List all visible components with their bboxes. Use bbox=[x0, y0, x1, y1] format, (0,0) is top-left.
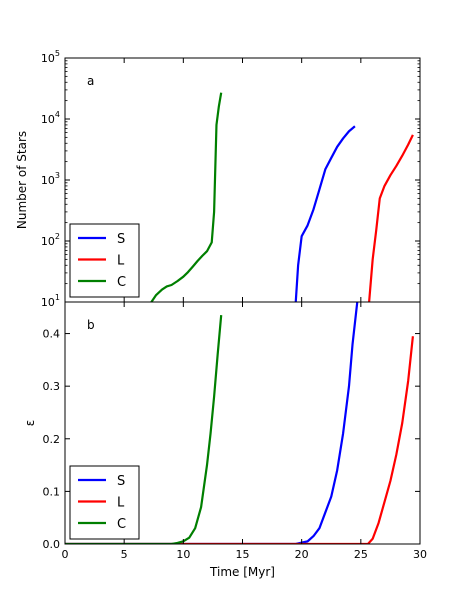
series-line-b-S bbox=[65, 302, 359, 544]
x-axis-label: Time [Myr] bbox=[209, 565, 275, 579]
x-tick-label: 20 bbox=[295, 548, 309, 561]
y-tick-label: 0.1 bbox=[43, 485, 61, 498]
x-tick-label: 5 bbox=[121, 548, 128, 561]
panel-b: 0 5 10 15 20 25 30 0.0 0.1 0.2 0.3 0.4 ε Time [Myr] b S… bbox=[23, 301, 427, 579]
y-tick-label: 102 bbox=[41, 232, 60, 248]
x-tick-label: 15 bbox=[236, 548, 250, 561]
legend-a: SLC bbox=[69, 223, 140, 298]
series-line-b-C bbox=[65, 315, 223, 544]
series-line-a-S bbox=[294, 125, 356, 302]
y-tick-label: 105 bbox=[41, 49, 60, 65]
series-line-a-C bbox=[150, 92, 223, 302]
x-tick-label: 0 bbox=[62, 548, 69, 561]
legend-label: S bbox=[117, 474, 125, 489]
series-line-a-L bbox=[368, 134, 414, 302]
legend-label: C bbox=[117, 275, 126, 290]
panel-letter: b bbox=[87, 318, 95, 332]
x-tick-label: 10 bbox=[176, 548, 190, 561]
y-tick-label: 0.3 bbox=[43, 380, 61, 393]
x-tick-label: 25 bbox=[354, 548, 368, 561]
legend-label: C bbox=[117, 517, 126, 532]
y-tick-label: 0.2 bbox=[43, 433, 61, 446]
y-tick-label: 104 bbox=[41, 110, 60, 126]
y-tick-label: 101 bbox=[41, 293, 60, 309]
x-tick-label: 30 bbox=[413, 548, 427, 561]
legend-b: SLC bbox=[69, 465, 140, 540]
legend-label: L bbox=[117, 496, 125, 511]
y-tick-label: 0.0 bbox=[43, 538, 61, 551]
legend-label: L bbox=[117, 254, 125, 269]
y-axis-label: Number of Stars bbox=[15, 131, 29, 229]
y-tick-label: 0.4 bbox=[43, 328, 61, 341]
panel-a: 101 102 103 104 105 Number of Stars a SLC bbox=[15, 49, 421, 309]
series-line-b-L bbox=[65, 336, 414, 544]
legend-label: S bbox=[117, 232, 125, 247]
y-axis-label: ε bbox=[23, 420, 37, 427]
panel-letter: a bbox=[87, 74, 94, 88]
y-tick-label: 103 bbox=[41, 171, 60, 187]
